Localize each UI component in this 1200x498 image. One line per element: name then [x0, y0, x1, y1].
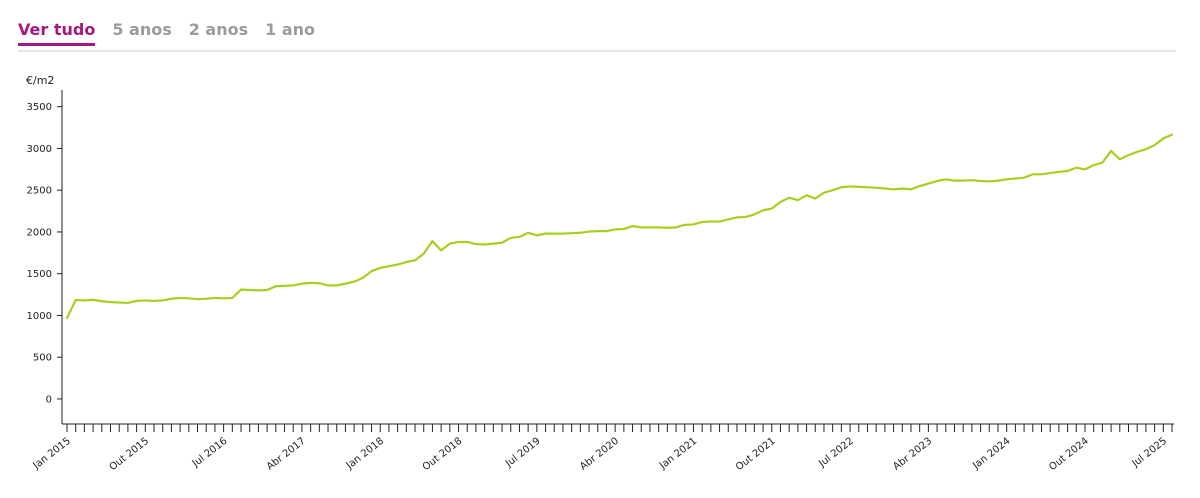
x-tick-label: Out 2024 [1047, 436, 1091, 473]
x-tick-label: Jan 2021 [657, 436, 699, 472]
x-tick-label: Abr 2023 [891, 436, 934, 473]
period-tabs: Ver tudo 5 anos 2 anos 1 ano [18, 18, 1176, 52]
series-line [65, 133, 1174, 320]
y-tick-label: 3500 [27, 102, 52, 113]
x-tick-label: Jul 2022 [816, 436, 856, 470]
x-tick-label: Abr 2020 [578, 436, 621, 473]
x-tick-label: Abr 2017 [265, 436, 308, 473]
x-tick-label: Jul 2025 [1130, 436, 1170, 470]
y-unit-label: €/m2 [26, 74, 54, 87]
y-tick-label: 3000 [27, 144, 52, 155]
tab-5-anos[interactable]: 5 anos [112, 20, 172, 39]
x-tick-label: Jan 2024 [970, 436, 1012, 472]
x-tick-label: Jan 2015 [31, 436, 73, 472]
x-tick-label: Jul 2019 [503, 436, 543, 470]
x-tick-label: Out 2021 [734, 436, 778, 473]
y-tick-label: 1000 [27, 311, 52, 322]
y-tick-label: 1500 [27, 269, 52, 280]
x-tick-label: Jul 2016 [190, 436, 230, 470]
x-tick-label: Jan 2018 [344, 436, 386, 472]
tab-1-ano[interactable]: 1 ano [265, 20, 316, 39]
x-tick-label: Out 2015 [108, 436, 152, 473]
y-tick-label: 500 [33, 353, 52, 364]
y-tick-label: 2500 [27, 186, 52, 197]
y-tick-label: 2000 [27, 227, 52, 238]
tab-2-anos[interactable]: 2 anos [188, 20, 249, 39]
y-tick-label: 0 [46, 394, 52, 405]
tab-ver-tudo[interactable]: Ver tudo [18, 18, 96, 46]
x-tick-label: Out 2018 [421, 436, 465, 473]
